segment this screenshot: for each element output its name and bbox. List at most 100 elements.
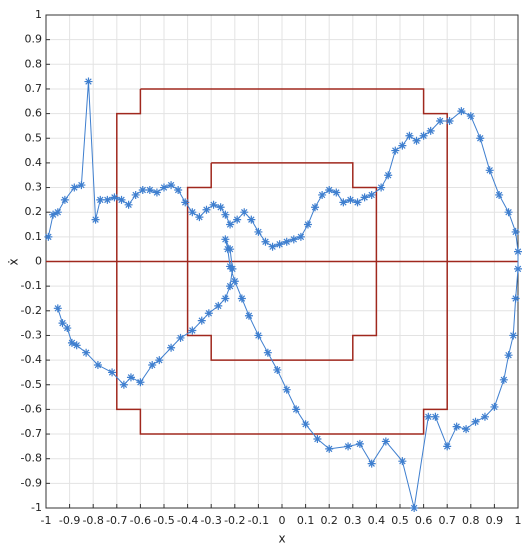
marker <box>367 190 376 199</box>
x-tick-label: 0 <box>279 514 286 527</box>
marker <box>221 235 230 244</box>
marker <box>84 77 93 86</box>
marker <box>63 324 72 333</box>
marker <box>499 375 508 384</box>
marker <box>360 193 369 202</box>
marker <box>424 412 433 421</box>
y-tick-label: 1 <box>35 8 42 21</box>
y-tick-label: -0.7 <box>21 427 42 440</box>
marker <box>53 304 62 313</box>
marker <box>410 504 419 512</box>
marker <box>303 220 312 229</box>
x-tick-label: -0.2 <box>224 514 245 527</box>
marker <box>188 208 197 217</box>
marker <box>53 208 62 217</box>
x-tick-label: 0.4 <box>368 514 386 527</box>
marker <box>124 200 133 209</box>
marker <box>72 341 81 350</box>
marker <box>254 331 263 340</box>
marker <box>77 181 86 190</box>
marker <box>131 190 140 199</box>
marker <box>216 203 225 212</box>
marker <box>485 166 494 175</box>
x-tick-label: 0.6 <box>415 514 433 527</box>
marker <box>195 213 204 222</box>
marker <box>197 316 206 325</box>
marker <box>167 181 176 190</box>
marker <box>202 205 211 214</box>
marker <box>426 126 435 135</box>
marker <box>289 235 298 244</box>
marker <box>457 107 466 116</box>
marker <box>504 351 513 360</box>
y-tick-label: -0.5 <box>21 378 42 391</box>
marker <box>325 444 334 453</box>
marker <box>313 434 322 443</box>
marker <box>431 412 440 421</box>
marker <box>188 326 197 335</box>
marker <box>237 294 246 303</box>
marker <box>311 203 320 212</box>
marker <box>82 348 91 357</box>
marker <box>60 195 69 204</box>
y-tick-label: -0.6 <box>21 402 42 415</box>
marker <box>490 402 499 411</box>
marker <box>452 422 461 431</box>
marker <box>377 183 386 192</box>
x-tick-label: 0.1 <box>297 514 315 527</box>
marker <box>138 186 147 195</box>
marker <box>152 188 161 197</box>
marker <box>391 146 400 155</box>
x-tick-label: 0.5 <box>391 514 409 527</box>
marker <box>214 301 223 310</box>
y-tick-label: -0.2 <box>21 304 42 317</box>
marker <box>509 331 518 340</box>
marker <box>346 195 355 204</box>
marker <box>230 277 239 286</box>
x-tick-label: 0.3 <box>344 514 362 527</box>
y-tick-label: -0.9 <box>21 476 42 489</box>
marker <box>301 420 310 429</box>
marker <box>436 116 445 125</box>
marker <box>174 186 183 195</box>
x-tick-label: 1 <box>515 514 522 527</box>
marker <box>325 186 334 195</box>
marker <box>445 116 454 125</box>
x-tick-label: 0.7 <box>438 514 456 527</box>
x-tick-label: -0.4 <box>177 514 198 527</box>
x-tick-label: -0.6 <box>130 514 151 527</box>
marker <box>126 373 135 382</box>
marker <box>108 368 117 377</box>
x-tick-label: 0.2 <box>320 514 338 527</box>
marker <box>367 459 376 468</box>
y-axis-label: ẋ <box>7 258 21 265</box>
marker <box>514 247 522 256</box>
marker <box>462 425 471 434</box>
marker <box>353 198 362 207</box>
y-tick-label: -1 <box>31 501 42 514</box>
marker <box>405 131 414 140</box>
y-tick-label: -0.1 <box>21 279 42 292</box>
marker <box>511 227 520 236</box>
marker <box>117 195 126 204</box>
marker <box>226 220 235 229</box>
marker <box>226 245 235 254</box>
y-tick-label: 0.6 <box>25 107 43 120</box>
x-tick-label: 0.8 <box>462 514 480 527</box>
marker <box>167 343 176 352</box>
marker <box>263 348 272 357</box>
x-axis-label: x <box>278 532 285 546</box>
y-tick-label: 0.3 <box>25 181 43 194</box>
marker <box>155 356 164 365</box>
marker <box>221 294 230 303</box>
marker <box>91 215 100 224</box>
marker <box>384 171 393 180</box>
marker <box>145 186 154 195</box>
marker <box>93 361 102 370</box>
x-tick-label: -0.7 <box>106 514 127 527</box>
y-tick-label: 0.4 <box>25 156 43 169</box>
marker <box>221 210 230 219</box>
marker <box>233 215 242 224</box>
marker <box>268 242 277 251</box>
